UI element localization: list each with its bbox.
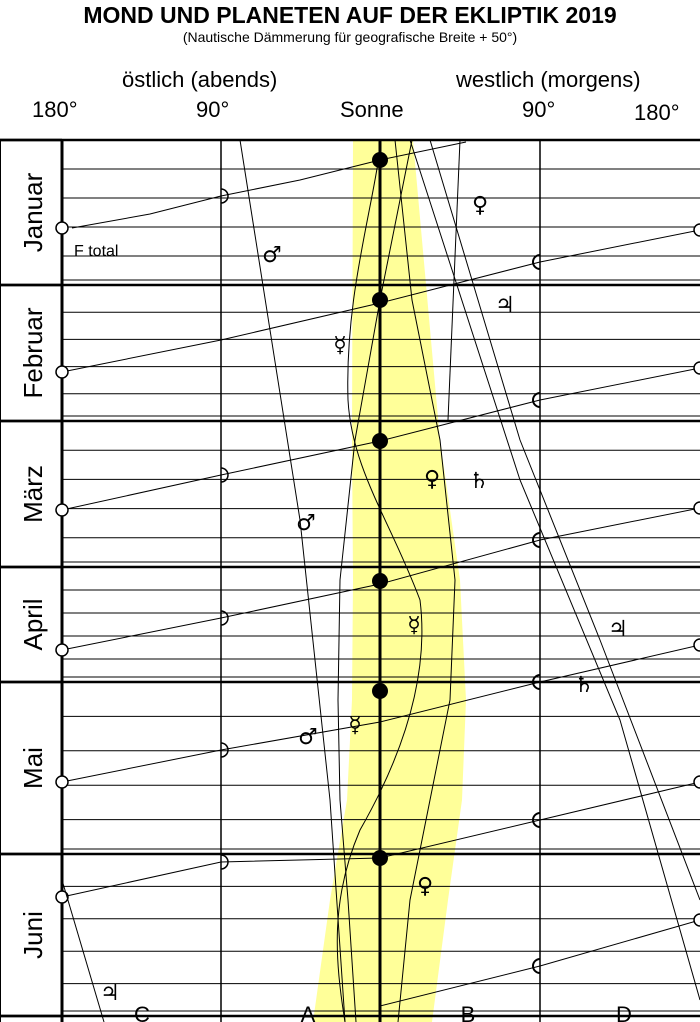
zone-label: C <box>134 1002 150 1022</box>
planet-symbols: ♀ ♂ ♃ ☿ ♀ ♄ ♂ ☿ ♃ ♄ ♂ ☿ ♀ ♃ F total Januar Februar März Ap… <box>18 172 632 1022</box>
moon-last-quarter <box>532 254 541 270</box>
moon-first-quarter <box>220 610 229 626</box>
month-label: Februar <box>18 307 48 398</box>
moon-first-quarter <box>220 742 229 758</box>
eclipse-label: F total <box>74 243 118 260</box>
month-label: Juni <box>18 911 48 959</box>
sun-dot <box>372 850 388 866</box>
sun-dot <box>372 152 388 168</box>
saturn-symbol: ♄ <box>469 469 489 494</box>
moon-circle-left <box>55 890 69 904</box>
month-label: Januar <box>18 172 48 252</box>
zone-label: A <box>301 1002 316 1022</box>
venus-symbol: ♀ <box>417 874 433 899</box>
mars-symbol: ♂ <box>298 725 318 750</box>
east-label: östlich (abends) <box>122 67 278 92</box>
mercury-track <box>336 149 423 1022</box>
sun-dot <box>372 433 388 449</box>
saturn-track <box>409 139 700 1001</box>
mercury-symbol: ☿ <box>348 713 362 738</box>
moon-first-quarter <box>220 467 229 483</box>
mars-symbol: ♂ <box>262 243 282 268</box>
mars-symbol: ♂ <box>296 511 316 536</box>
moon-last-quarter <box>532 958 541 974</box>
month-label: Mai <box>18 747 48 789</box>
moon-track <box>71 141 467 229</box>
grid-lines <box>0 138 700 1022</box>
moon-first-quarter <box>220 854 229 870</box>
moon-circle-right <box>693 501 700 515</box>
moon-circle-right <box>693 361 700 375</box>
mercury-symbol: ☿ <box>333 333 347 358</box>
jupiter-track-2 <box>61 879 105 1022</box>
moon-track <box>61 644 700 783</box>
moon-first-quarter <box>220 188 229 204</box>
jupiter-symbol: ♃ <box>495 293 515 318</box>
moon-circle-left <box>55 643 69 657</box>
sun-right-line <box>447 139 461 421</box>
sun-label: Sonne <box>340 97 404 122</box>
moon-circle-left <box>55 365 69 379</box>
moon-circle-left <box>55 221 69 235</box>
moon-circle-right <box>693 913 700 927</box>
sun-dot <box>372 683 388 699</box>
venus-symbol: ♀ <box>424 467 440 492</box>
mercury-symbol: ☿ <box>407 613 421 638</box>
venus-track-1 <box>337 139 413 1022</box>
tick-90-right: 90° <box>522 97 556 122</box>
moon-last-quarter <box>532 392 541 408</box>
moon-track <box>379 919 700 1007</box>
venus-symbol: ♀ <box>472 193 488 218</box>
mars-track <box>239 139 346 1022</box>
moon-last-quarter <box>532 674 541 690</box>
moon-last-quarter <box>532 532 541 548</box>
moon-circle-left <box>55 503 69 517</box>
zone-label: D <box>616 1002 632 1022</box>
tick-90-left: 90° <box>196 97 230 122</box>
page-title: MOND UND PLANETEN AUF DER EKLIPTIK 2019 <box>83 2 617 28</box>
moon-last-quarter <box>532 812 541 828</box>
tick-180-left: 180° <box>32 97 78 122</box>
saturn-symbol: ♄ <box>574 673 594 698</box>
zone-label: B <box>461 1002 476 1022</box>
moon-circle-right <box>693 638 700 652</box>
venus-track-2 <box>394 139 456 1022</box>
tick-180-right: 180° <box>634 100 680 125</box>
jupiter-symbol: ♃ <box>100 981 120 1006</box>
moon-circle-right <box>693 775 700 789</box>
jupiter-symbol: ♃ <box>608 617 628 642</box>
page-subtitle: (Nautische Dämmerung für geografische Br… <box>182 29 518 45</box>
jupiter-track <box>429 139 700 901</box>
month-label: April <box>18 598 48 650</box>
moon-circle-right <box>693 223 700 237</box>
sun-dot <box>372 573 388 589</box>
moon-circle-left <box>55 775 69 789</box>
month-label: März <box>18 465 48 523</box>
west-label: westlich (morgens) <box>456 67 641 92</box>
